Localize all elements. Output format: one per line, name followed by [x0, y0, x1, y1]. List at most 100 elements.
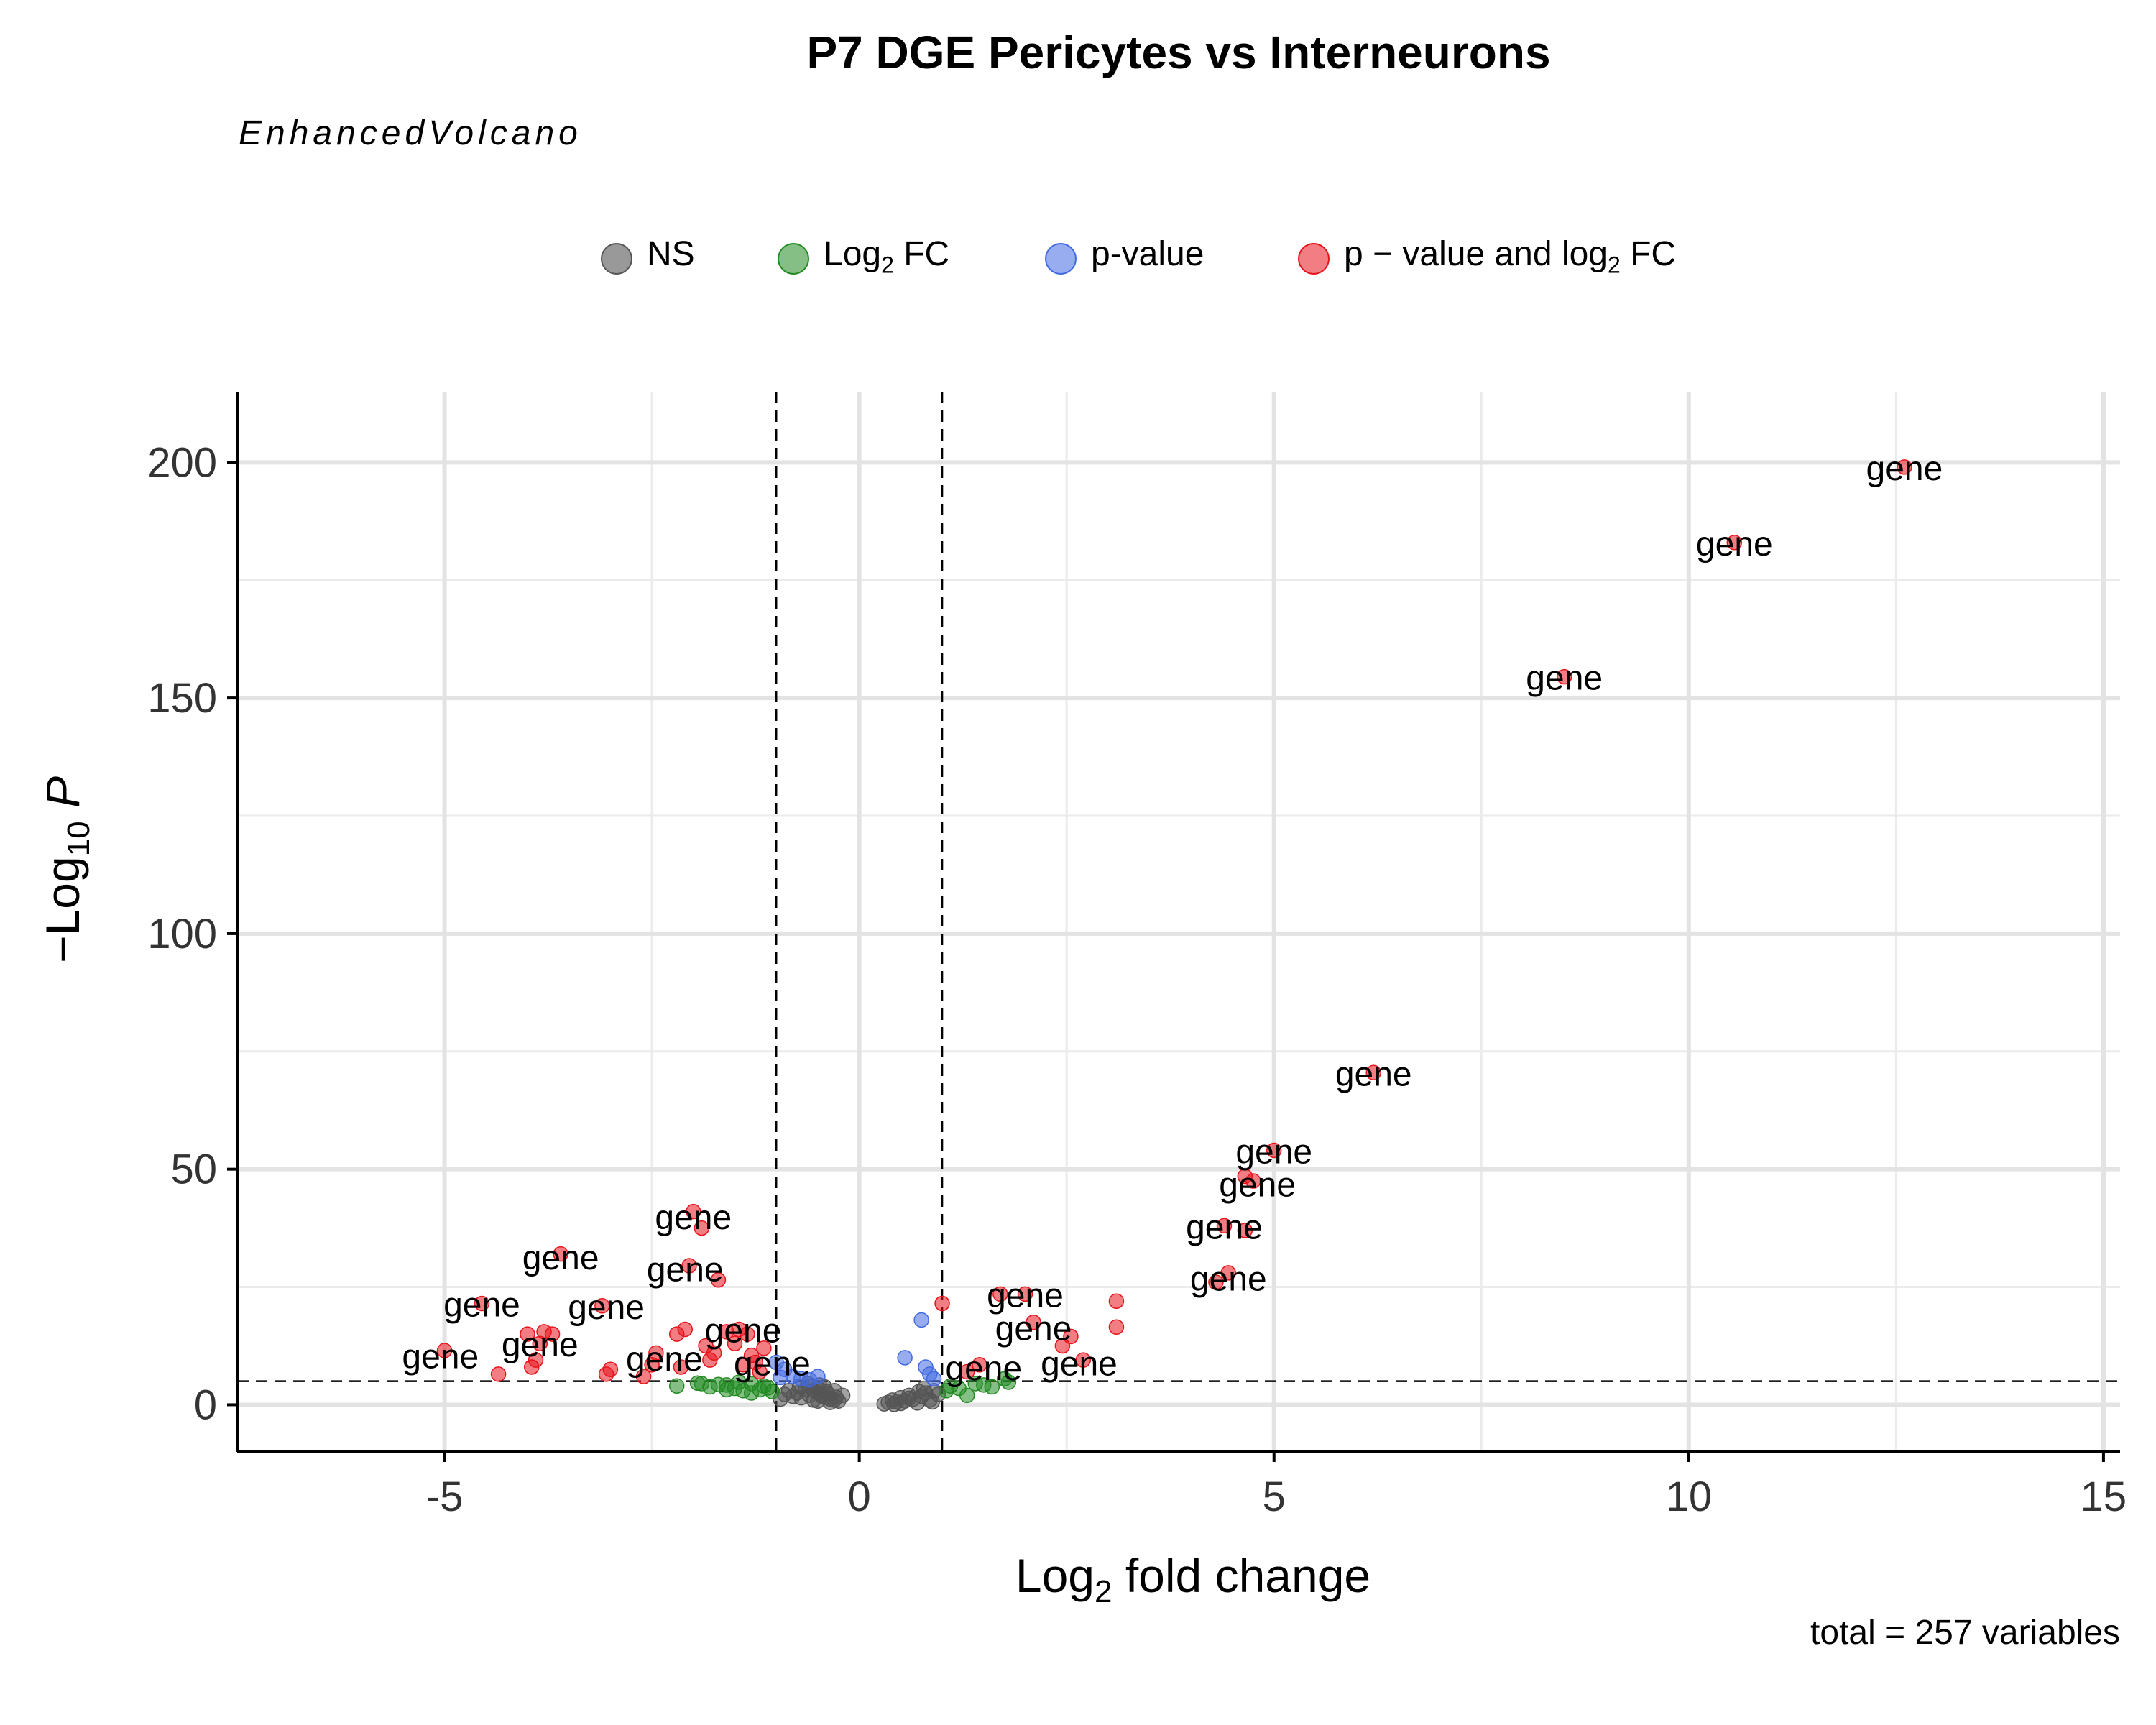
data-point-series-1	[764, 1384, 780, 1399]
data-point-series-3	[677, 1321, 694, 1338]
data-point-series-3	[553, 1246, 568, 1262]
data-point-series-3	[474, 1295, 490, 1312]
point-label: gene	[443, 1287, 520, 1325]
y-tick-label: 0	[194, 1381, 217, 1428]
legend-marker-both	[1298, 243, 1330, 275]
point-label: gene	[995, 1310, 1072, 1348]
chart-title: P7 DGE Pericytes vs Interneurons	[806, 27, 1551, 78]
y-axis-title: −Log10 P	[36, 776, 96, 963]
y-axis-title-rest: P	[36, 776, 89, 821]
data-point-series-1	[668, 1378, 685, 1394]
data-point-series-3	[1063, 1328, 1079, 1345]
data-point-series-1	[996, 1371, 1013, 1387]
points-layer	[436, 459, 1912, 1412]
chart-subtitle: EnhancedVolcano	[239, 114, 582, 152]
y-axis-title-subscript: 10	[61, 821, 96, 856]
point-label: gene	[734, 1345, 811, 1383]
data-point-series-3	[710, 1271, 727, 1288]
legend-marker-fc	[778, 243, 809, 275]
point-label: gene	[945, 1350, 1022, 1388]
point-label: gene	[568, 1289, 645, 1327]
point-label: gene	[1190, 1260, 1267, 1298]
data-point-series-0	[828, 1389, 844, 1405]
data-point-series-3	[594, 1298, 610, 1314]
data-point-series-3	[959, 1363, 975, 1380]
data-point-series-3	[544, 1326, 561, 1342]
point-label: gene	[1696, 525, 1773, 564]
data-point-series-3	[1726, 535, 1743, 551]
data-point-series-3	[1245, 1173, 1261, 1189]
y-tick-label: 100	[147, 911, 217, 957]
point-label: gene	[522, 1239, 599, 1277]
data-point-series-3	[648, 1345, 664, 1361]
x-tick-label: -5	[426, 1473, 464, 1520]
data-point-series-3	[528, 1352, 544, 1368]
data-point-series-3	[1266, 1142, 1282, 1159]
data-point-series-2	[773, 1369, 788, 1386]
data-point-series-3	[992, 1286, 1008, 1302]
data-point-series-3	[436, 1343, 453, 1358]
point-label: gene	[705, 1312, 782, 1351]
grid-layer	[237, 392, 2120, 1452]
legend-label-ns: NS	[647, 235, 695, 273]
data-point-series-3	[490, 1366, 507, 1382]
data-point-series-3	[602, 1361, 619, 1378]
data-point-series-0	[916, 1380, 932, 1397]
chart-caption: total = 257 variables	[1810, 1614, 2120, 1652]
point-label: gene	[647, 1251, 724, 1289]
data-point-series-3	[1075, 1352, 1092, 1368]
data-point-series-2	[897, 1350, 913, 1366]
point-label: gene	[1219, 1166, 1296, 1204]
data-point-series-3	[635, 1368, 652, 1384]
data-point-series-1	[959, 1387, 975, 1404]
data-point-series-0	[886, 1397, 902, 1412]
legend-label-both: p − value and log2 FC	[1344, 235, 1677, 278]
data-point-series-3	[694, 1220, 710, 1236]
data-point-series-3	[1108, 1319, 1125, 1335]
data-point-series-3	[686, 1203, 701, 1220]
data-point-series-3	[740, 1326, 755, 1342]
legend: NS Log2 FC p-value p − value and log2 FC	[0, 229, 2156, 286]
data-point-series-1	[710, 1376, 727, 1393]
x-tick-label: 0	[848, 1473, 871, 1520]
data-point-series-3	[1017, 1286, 1033, 1302]
y-tick-label: 50	[170, 1146, 217, 1193]
data-point-series-1	[689, 1375, 706, 1392]
x-axis-title-rest: fold change	[1112, 1549, 1370, 1602]
data-point-series-1	[984, 1379, 1000, 1395]
point-label: gene	[987, 1276, 1064, 1315]
point-label: gene	[1235, 1133, 1312, 1171]
data-point-series-3	[1365, 1064, 1381, 1081]
point-label: gene	[502, 1326, 579, 1364]
y-tick-label: 150	[147, 675, 217, 722]
data-point-series-3	[972, 1356, 987, 1373]
x-tick-label: 5	[1263, 1473, 1286, 1520]
x-tick-label: 15	[2081, 1473, 2127, 1520]
data-point-series-3	[1026, 1314, 1041, 1330]
data-point-series-3	[520, 1326, 535, 1342]
point-label: gene	[655, 1199, 732, 1237]
data-point-series-3	[752, 1363, 768, 1380]
data-point-series-1	[731, 1374, 747, 1390]
data-point-series-2	[810, 1368, 826, 1384]
data-point-series-2	[926, 1371, 942, 1387]
data-point-series-3	[934, 1295, 950, 1312]
data-point-series-3	[727, 1335, 743, 1351]
data-point-series-3	[673, 1359, 689, 1375]
data-point-series-3	[1556, 668, 1572, 685]
x-tick-label: 10	[1666, 1473, 1713, 1520]
data-point-series-3	[706, 1345, 722, 1361]
point-label: gene	[402, 1338, 479, 1376]
data-point-series-3	[1108, 1293, 1125, 1309]
legend-marker-pvalue	[1045, 243, 1077, 275]
data-point-series-3	[1216, 1218, 1233, 1234]
data-point-series-2	[913, 1312, 929, 1328]
data-point-series-3	[756, 1340, 772, 1356]
point-labels: genegenegenegenegenegenegenegenegenegene…	[402, 450, 1943, 1388]
x-axis-title-subscript: 2	[1095, 1574, 1112, 1609]
point-label: gene	[1335, 1055, 1412, 1093]
legend-marker-ns	[601, 243, 632, 275]
data-point-series-3	[1208, 1274, 1224, 1290]
